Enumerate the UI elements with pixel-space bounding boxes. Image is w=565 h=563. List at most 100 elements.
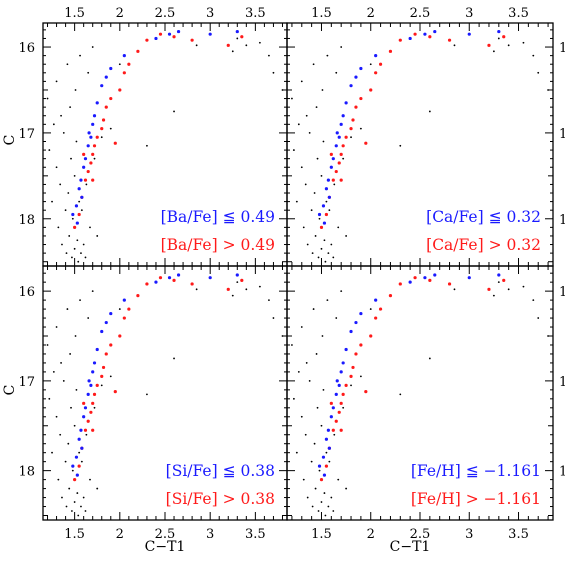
field-star-point: [46, 344, 49, 346]
field-star-point: [507, 288, 510, 291]
low-group-point: [354, 75, 358, 79]
y-tick-label-left: 18: [18, 465, 35, 480]
low-group-point: [122, 298, 126, 302]
x-axis-title: C−T1: [390, 539, 431, 555]
high-group-point: [101, 365, 106, 370]
field-star-point: [306, 496, 309, 499]
field-star-point: [52, 123, 55, 126]
field-star-point: [324, 514, 327, 517]
low-group-point: [322, 221, 327, 225]
high-group-point: [374, 316, 378, 320]
high-group-point: [158, 276, 163, 280]
field-star-point: [236, 281, 239, 284]
low-group-point: [104, 75, 108, 79]
field-star-point: [93, 406, 96, 409]
field-star-point: [100, 136, 103, 139]
high-group-point: [324, 464, 329, 468]
low-group-point: [109, 66, 113, 71]
field-star-point: [350, 136, 352, 139]
field-star-point: [67, 442, 70, 445]
field-star-point: [82, 243, 85, 246]
high-group-point: [226, 287, 230, 291]
field-star-point: [342, 157, 345, 160]
x-tick-label-top: 3: [206, 6, 214, 21]
high-group-point: [337, 410, 341, 414]
low-group-point: [154, 280, 158, 284]
field-star-point: [399, 393, 402, 396]
field-star-point: [272, 317, 275, 319]
field-star-point: [328, 209, 331, 212]
panel-2: 1.5 2 2.5 3 3.5 16 17 18 [Ca/Fe] ≦ 0.32 [Ca/Fe] >…: [286, 6, 565, 267]
low-group-point: [86, 392, 90, 396]
field-star-point: [245, 44, 248, 47]
x-tick-label-top: 2: [367, 6, 375, 21]
high-group-point: [136, 294, 140, 298]
low-group-point: [326, 178, 330, 182]
low-group-point: [326, 428, 330, 432]
field-star-point: [64, 460, 67, 463]
high-group-point: [341, 144, 345, 148]
low-group-point: [79, 178, 83, 182]
high-group-point: [82, 401, 86, 405]
y-tick-label-right: 16: [559, 285, 565, 300]
low-group-point: [467, 276, 471, 280]
high-group-point: [91, 401, 95, 405]
y-tick-label-right: 18: [559, 465, 565, 480]
field-star-point: [304, 183, 307, 186]
field-star-point: [547, 89, 549, 91]
high-group-point: [118, 88, 122, 92]
field-star-point: [73, 501, 76, 503]
low-group-point: [344, 101, 348, 105]
field-star-point: [308, 379, 311, 382]
field-star-point: [84, 256, 87, 259]
high-group-point: [172, 278, 176, 282]
field-star-point: [369, 308, 372, 310]
field-star-point: [80, 209, 83, 212]
high-group-point: [89, 410, 93, 414]
panel-frame: [42, 22, 288, 267]
field-star-point: [231, 50, 234, 53]
field-star-point: [109, 375, 112, 378]
field-star-point: [91, 290, 94, 293]
field-star-point: [321, 335, 324, 337]
high-group-point: [145, 282, 149, 286]
field-star-point: [453, 44, 456, 47]
axis-labels-layer: C−T1 C−T1 C C: [2, 135, 430, 555]
field-star-point: [69, 353, 72, 355]
field-star-point: [350, 384, 352, 387]
x-tick-label-bottom: 1.5: [311, 527, 332, 542]
high-group-point: [398, 38, 402, 42]
field-star-point: [173, 357, 175, 360]
high-group-point: [127, 307, 131, 311]
field-star-point: [67, 192, 70, 194]
high-group-point: [359, 96, 363, 101]
high-group-point: [122, 71, 126, 75]
low-group-point: [71, 464, 75, 468]
low-group-point: [321, 455, 326, 459]
field-star-point: [313, 442, 316, 445]
field-star-point: [337, 226, 340, 229]
field-star-point: [70, 157, 72, 160]
field-star-point: [295, 200, 298, 203]
high-group-point: [413, 276, 417, 280]
high-group-point: [77, 464, 81, 468]
field-star-point: [300, 80, 303, 83]
high-group-point: [334, 169, 338, 174]
high-group-point: [339, 178, 343, 182]
high-group-point: [331, 178, 335, 182]
high-group-point: [109, 343, 113, 347]
low-group-point: [91, 370, 95, 374]
field-star-point: [522, 41, 525, 44]
field-star-point: [268, 299, 270, 302]
field-star-point: [320, 174, 323, 177]
field-star-point: [326, 54, 329, 57]
low-group-point: [335, 131, 339, 135]
low-group-point: [75, 221, 79, 225]
field-star-point: [359, 127, 362, 130]
low-group-point: [374, 54, 378, 58]
field-star-point: [297, 371, 300, 373]
field-star-point: [302, 226, 305, 229]
low-group-point: [87, 131, 91, 135]
field-star-point: [315, 106, 318, 109]
